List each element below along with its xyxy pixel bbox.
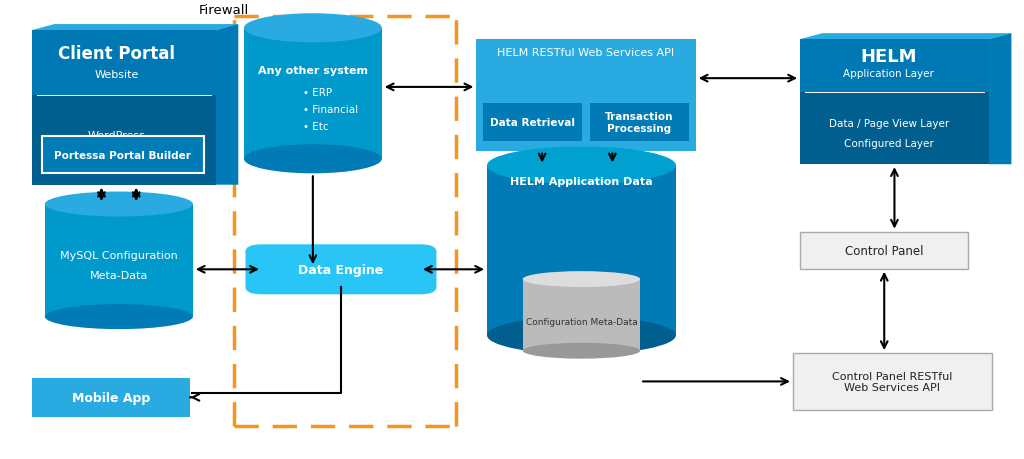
Ellipse shape (487, 317, 676, 354)
Polygon shape (800, 34, 1012, 40)
FancyBboxPatch shape (244, 29, 382, 159)
Text: Data Engine: Data Engine (298, 263, 384, 276)
Text: HELM: HELM (860, 48, 918, 66)
Text: Data / Page View Layer: Data / Page View Layer (828, 119, 949, 129)
Text: Website: Website (94, 70, 139, 80)
Ellipse shape (45, 304, 193, 330)
Polygon shape (989, 34, 1012, 165)
Text: • Financial: • Financial (303, 105, 357, 114)
Text: Meta-Data: Meta-Data (90, 270, 148, 280)
Text: Transaction
Processing: Transaction Processing (605, 112, 674, 134)
Text: Control Panel: Control Panel (845, 244, 924, 257)
Ellipse shape (45, 192, 193, 217)
Text: Application Layer: Application Layer (844, 69, 934, 79)
Text: WordPress: WordPress (88, 131, 145, 141)
FancyBboxPatch shape (476, 40, 696, 151)
Text: Configured Layer: Configured Layer (844, 139, 934, 149)
FancyBboxPatch shape (590, 104, 689, 141)
Text: Mobile App: Mobile App (72, 391, 151, 404)
FancyBboxPatch shape (522, 280, 640, 351)
FancyBboxPatch shape (246, 245, 436, 295)
FancyBboxPatch shape (800, 40, 989, 92)
Polygon shape (216, 25, 239, 185)
FancyBboxPatch shape (32, 31, 216, 96)
Text: Portessa Portal Builder: Portessa Portal Builder (54, 151, 191, 160)
Ellipse shape (522, 272, 640, 287)
FancyBboxPatch shape (800, 40, 989, 165)
Text: Configuration Meta-Data: Configuration Meta-Data (525, 317, 637, 326)
Text: HELM Application Data: HELM Application Data (510, 177, 652, 187)
Ellipse shape (244, 14, 382, 43)
Text: Any other system: Any other system (258, 66, 368, 75)
Text: • Etc: • Etc (303, 121, 329, 131)
FancyBboxPatch shape (487, 166, 676, 336)
Text: MySQL Configuration: MySQL Configuration (60, 251, 178, 261)
Text: HELM RESTful Web Services API: HELM RESTful Web Services API (498, 48, 675, 58)
Ellipse shape (487, 147, 676, 185)
FancyBboxPatch shape (800, 232, 969, 269)
FancyBboxPatch shape (45, 205, 193, 317)
FancyBboxPatch shape (793, 353, 992, 410)
Text: • ERP: • ERP (303, 88, 332, 98)
Polygon shape (32, 25, 239, 31)
FancyBboxPatch shape (32, 31, 216, 185)
Text: Data Retrieval: Data Retrieval (490, 118, 575, 128)
Text: Control Panel RESTful
Web Services API: Control Panel RESTful Web Services API (833, 371, 952, 392)
Text: Firewall: Firewall (199, 5, 249, 17)
FancyBboxPatch shape (32, 378, 190, 417)
Text: Client Portal: Client Portal (58, 45, 175, 62)
FancyBboxPatch shape (483, 104, 583, 141)
Ellipse shape (244, 145, 382, 174)
FancyBboxPatch shape (42, 137, 204, 174)
Ellipse shape (522, 343, 640, 359)
